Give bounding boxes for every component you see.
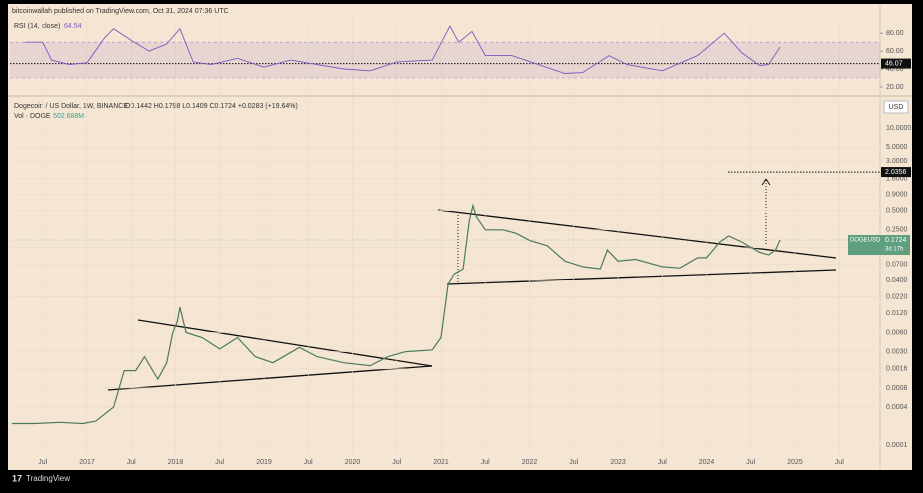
trendline (437, 209, 837, 259)
last-price-label: 0.1724 (885, 237, 907, 244)
x-tick-label: 2017 (79, 459, 95, 466)
rsi-tick-label: 20.00 (886, 84, 904, 91)
x-tick-label: Jul (304, 459, 313, 466)
x-tick-label: Jul (38, 459, 47, 466)
y-tick-label: 0.0120 (886, 310, 908, 317)
plot-background (8, 4, 912, 470)
y-tick-label: 0.0030 (886, 348, 908, 355)
y-tick-label: 0.0700 (886, 262, 908, 269)
x-tick-label: Jul (746, 459, 755, 466)
x-tick-label: 2022 (522, 459, 538, 466)
rsi-band (10, 42, 880, 78)
currency-box[interactable] (883, 100, 909, 114)
x-tick-label: Jul (127, 459, 136, 466)
x-tick-label: 2019 (256, 459, 272, 466)
logo: 17 (12, 473, 22, 483)
target-label: 2.0356 (885, 169, 907, 176)
last-price-box (848, 235, 910, 256)
symbol-label: DOGEUSD (850, 238, 881, 244)
rsi-tick-label: 80.00 (886, 30, 904, 37)
y-tick-label: 5.0000 (886, 144, 908, 151)
countdown: 3d 17h (885, 247, 903, 253)
rsi-line (25, 25, 781, 74)
price-line (11, 203, 781, 425)
y-tick-label: 0.5000 (886, 208, 908, 215)
header: bitcoinwallah published on TradingView.c… (12, 8, 229, 15)
title: Dogecoin / US Dollar, 1W, BINANCE (14, 103, 128, 110)
y-tick-label: 0.0004 (886, 404, 908, 411)
footer-bar (0, 470, 923, 493)
x-tick-label: 2024 (699, 459, 715, 466)
y-tick-label: 0.0400 (886, 277, 908, 284)
y-tick-label: 0.0016 (886, 366, 908, 373)
x-tick-label: 2023 (610, 459, 626, 466)
trendline (446, 269, 837, 285)
x-tick-label: 2020 (345, 459, 361, 466)
quote: O0.1442 H0.1798 L0.1409 C0.1724 +0.0283 … (125, 103, 298, 110)
rsi-value: 64.54 (64, 23, 82, 30)
rsi-tick-label: 60.00 (886, 48, 904, 55)
y-tick-label: 1.6000 (886, 176, 908, 183)
y-tick-label: 0.0001 (886, 442, 908, 449)
arrow-head (761, 178, 771, 186)
x-tick-label: Jul (215, 459, 224, 466)
target-box (881, 167, 911, 178)
currency: USD (889, 104, 904, 111)
volume-label: Vol · DOGE (14, 113, 51, 120)
rsi-level-label: 46.07 (885, 60, 903, 67)
y-tick-label: 0.0220 (886, 294, 908, 301)
y-tick-label: 0.0060 (886, 329, 908, 336)
y-tick-label: 0.0008 (886, 385, 908, 392)
trendline (137, 319, 433, 367)
volume-value: 502.688M (53, 113, 84, 120)
x-tick-label: 2018 (168, 459, 184, 466)
y-tick-label: 0.9000 (886, 191, 908, 198)
rsi-level-box (881, 58, 911, 69)
x-tick-label: Jul (835, 459, 844, 466)
rsi-title: RSI (14, close) (14, 23, 60, 30)
x-tick-label: 2021 (433, 459, 449, 466)
x-tick-label: Jul (392, 459, 401, 466)
y-tick-label: 3.0000 (886, 158, 908, 165)
x-tick-label: 2025 (787, 459, 803, 466)
trendline (107, 365, 433, 391)
x-tick-label: Jul (658, 459, 667, 466)
rsi-tick-label: 40.00 (886, 66, 904, 73)
y-tick-label: 0.2500 (886, 227, 908, 234)
y-tick-label: 10.0000 (886, 125, 911, 132)
x-tick-label: Jul (481, 459, 490, 466)
footer: TradingView (26, 474, 70, 483)
x-tick-label: Jul (569, 459, 578, 466)
